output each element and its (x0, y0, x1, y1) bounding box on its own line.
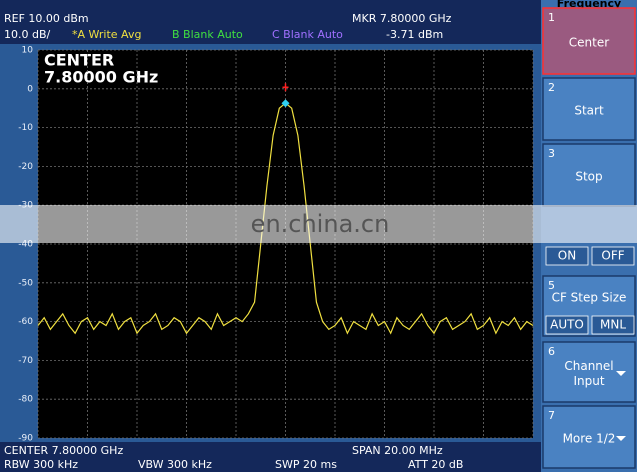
marker-value: -3.71 dBm (386, 28, 443, 41)
watermark: en.china.cn (251, 210, 390, 238)
softkey-option[interactable] (591, 246, 635, 266)
footer-span: SPAN 20.00 MHz (352, 444, 443, 457)
softkey-number: 5 (548, 279, 555, 292)
softkey-number: 1 (548, 11, 555, 24)
softkey[interactable] (542, 77, 636, 141)
softkey-option-label: OFF (601, 249, 624, 263)
dropdown-arrow (616, 371, 626, 376)
softkey[interactable] (542, 7, 636, 75)
y-tick-label: -80 (18, 395, 33, 405)
softkey-label: Center (569, 36, 609, 50)
softkey-label: Input (573, 374, 604, 388)
softkey-number: 7 (548, 409, 555, 422)
softkey-option[interactable] (591, 315, 635, 335)
softkey-option-label: MNL (600, 318, 626, 332)
y-tick-label: -90 (18, 434, 33, 444)
trace-b: B Blank Auto (172, 28, 243, 41)
footer-center: CENTER 7.80000 GHz (4, 444, 123, 457)
softkey-number: 3 (548, 147, 555, 160)
y-tick-label: -70 (18, 356, 33, 366)
y-tick-label: 0 (27, 84, 33, 94)
softkey-option-label: ON (558, 249, 576, 263)
softkey-label: Stop (575, 170, 602, 184)
y-tick-label: -40 (18, 240, 33, 250)
softkey-label: CF Step Size (552, 291, 627, 305)
y-tick-label: -10 (18, 123, 33, 133)
footer-swp: SWP 20 ms (275, 458, 337, 471)
watermark-band (0, 205, 637, 243)
footer-rbw: RBW 300 kHz (4, 458, 78, 471)
softkey-option-label: AUTO (550, 318, 584, 332)
trace-c: C Blank Auto (272, 28, 343, 41)
softkey-option[interactable] (545, 315, 589, 335)
footer-bar (0, 442, 541, 472)
peak-marker (282, 83, 289, 92)
ref-level: REF 10.00 dBm (4, 12, 89, 25)
softkey[interactable] (542, 143, 636, 207)
softkey-label: Start (574, 104, 604, 118)
softkey-title: Frequency (557, 0, 621, 10)
header-bar (0, 0, 541, 44)
footer-vbw: VBW 300 kHz (138, 458, 212, 471)
scale: 10.0 dB/ (4, 28, 51, 41)
dropdown-arrow (616, 436, 626, 441)
y-tick-label: -60 (18, 317, 33, 327)
marker-freq: MKR 7.80000 GHz (352, 12, 452, 25)
trace-a: *A Write Avg (72, 28, 141, 41)
softkey-number: 6 (548, 345, 555, 358)
softkey-number: 2 (548, 81, 555, 94)
marker (281, 99, 290, 108)
footer-att: ATT 20 dB (408, 458, 463, 471)
annotation: 7.80000 GHz (44, 68, 158, 87)
softkey-label: Channel (564, 359, 613, 373)
annotation: CENTER (44, 51, 114, 70)
softkey-option[interactable] (545, 246, 589, 266)
y-tick-label: 10 (22, 46, 34, 56)
y-tick-label: -20 (18, 162, 33, 172)
softkey-label: More 1/2 (563, 432, 616, 446)
y-tick-label: -50 (18, 278, 33, 288)
